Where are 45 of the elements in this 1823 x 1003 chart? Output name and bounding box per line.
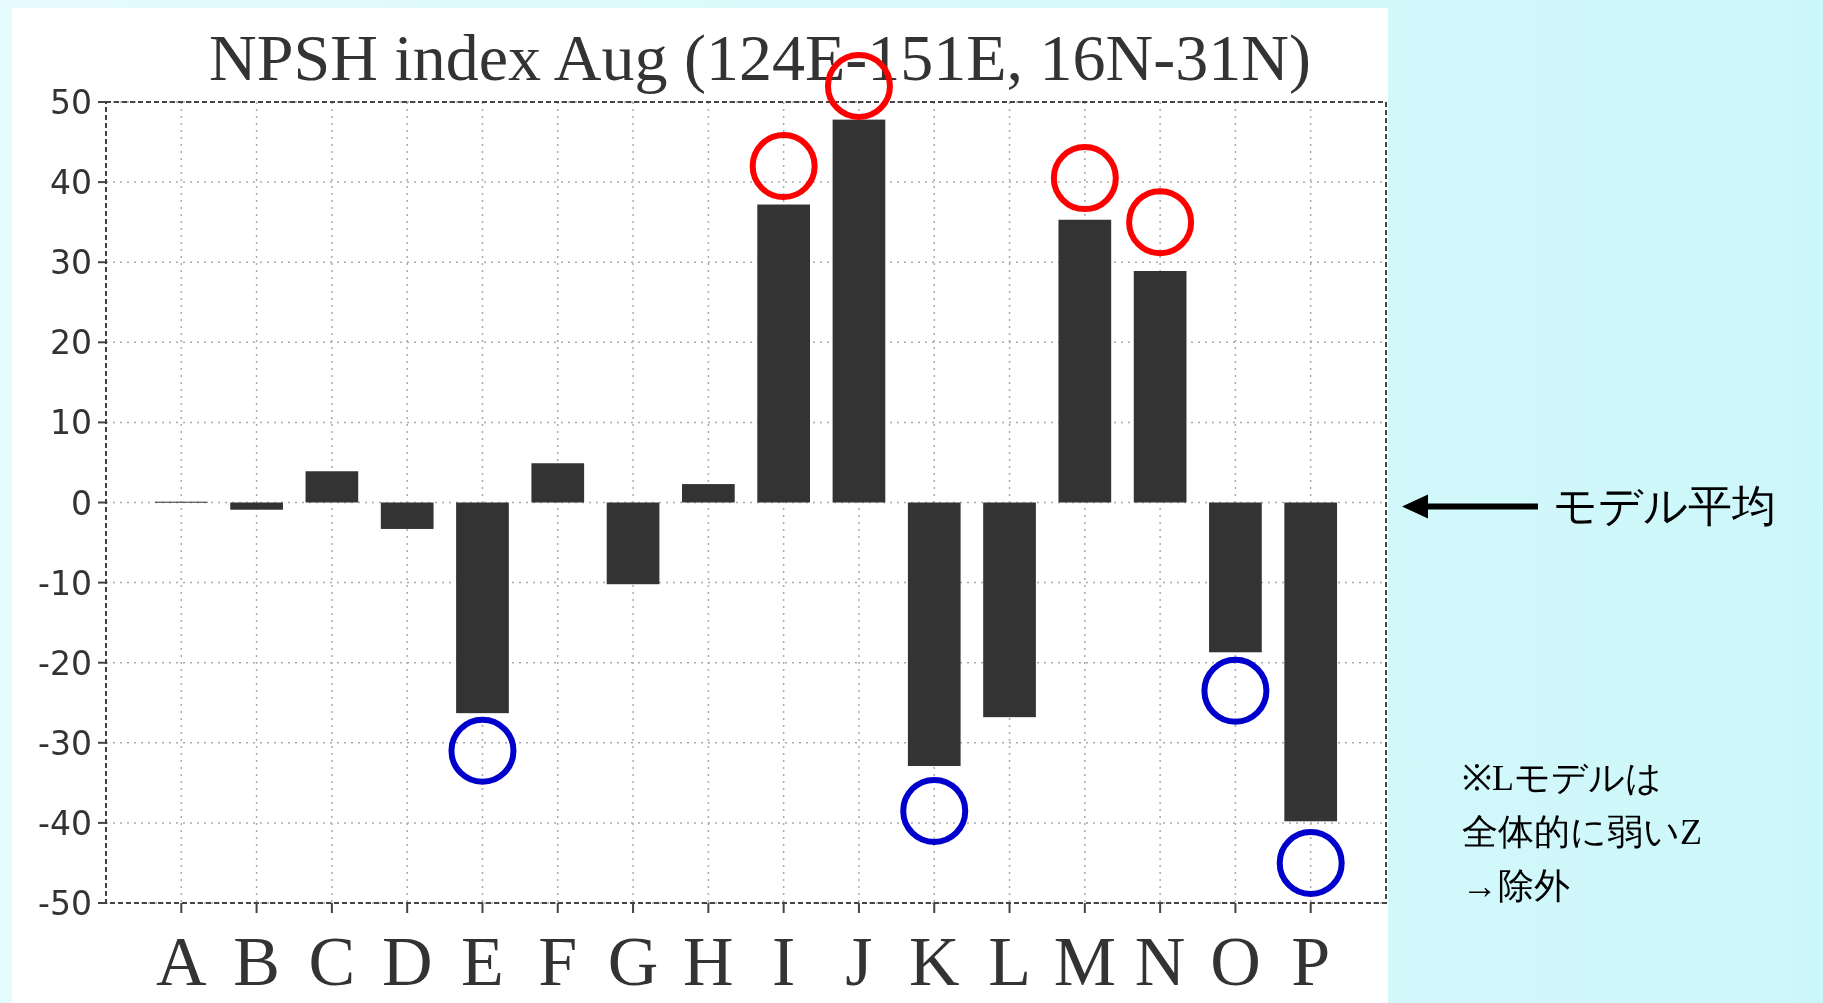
x-tick-label: D [381, 923, 433, 1000]
x-tick-label: L [988, 923, 1031, 1000]
x-tick-label: E [461, 923, 504, 1000]
bar [1058, 219, 1112, 503]
text: モデル平均 [1553, 479, 1776, 531]
text: ※Lモデルは [1462, 758, 1662, 798]
y-tick-label: -20 [38, 643, 92, 683]
x-tick-label: G [607, 923, 659, 1000]
bar [682, 484, 735, 503]
bar [531, 463, 585, 503]
bar [907, 502, 961, 767]
x-tick-label: I [771, 923, 796, 1000]
bar [1284, 502, 1338, 822]
bar [1133, 271, 1187, 503]
bar [380, 502, 434, 529]
bar [757, 204, 810, 503]
x-tick-label: A [156, 923, 208, 1000]
x-tick-label: M [1053, 923, 1116, 1000]
x-tick-label: B [233, 923, 280, 1000]
y-tick-label: 0 [71, 483, 92, 523]
bar [230, 502, 283, 510]
y-tick-label: 10 [50, 403, 92, 443]
x-tick-label: F [538, 923, 578, 1000]
x-tick-label: N [1134, 923, 1186, 1000]
y-tick-label: -40 [38, 803, 92, 843]
x-tick-label: O [1210, 923, 1261, 1000]
y-tick-label: 50 [50, 83, 92, 122]
x-tick-label: P [1291, 923, 1331, 1000]
y-tick-label: 30 [50, 243, 92, 283]
bar [983, 502, 1036, 718]
bar [1209, 502, 1262, 653]
x-tick-label: K [908, 923, 960, 1000]
y-tick-label: -10 [38, 563, 92, 603]
x-tick-label: H [683, 923, 734, 1000]
y-tick-label: 20 [50, 323, 92, 363]
text: →除外 [1462, 866, 1570, 906]
x-tick-label: J [845, 923, 873, 1000]
bar [606, 502, 660, 585]
y-tick-label: -30 [38, 723, 92, 763]
chart-title: NPSH index Aug (124E-151E, 16N-31N) [209, 21, 1311, 95]
text: 全体的に弱いZ [1462, 812, 1702, 852]
bar [305, 471, 359, 503]
x-tick-label: C [308, 923, 356, 1000]
y-tick-label: -50 [38, 884, 92, 923]
y-tick-label: 40 [50, 163, 92, 203]
